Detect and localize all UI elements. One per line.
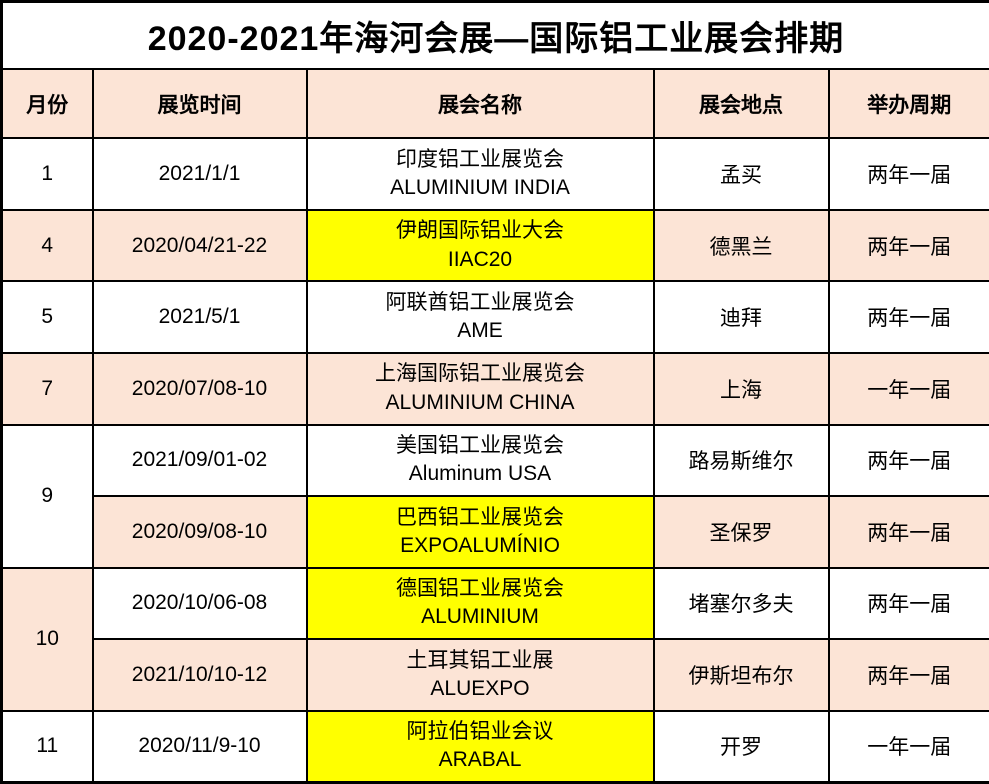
cycle-cell: 两年一届 [827, 495, 989, 569]
location-cell: 孟买 [652, 137, 830, 211]
name-cn: 伊朗国际铝业大会 [396, 219, 564, 243]
name-en: AME [457, 319, 503, 343]
name-cell: 土耳其铝工业展 ALUEXPO [305, 638, 655, 712]
month-cell-merged: 9 [0, 423, 94, 569]
table-row: 11 2020/11/9-10 阿拉伯铝业会议 ARABAL 开罗 一年一届 [0, 709, 989, 784]
header-cell-location: 展会地点 [652, 67, 830, 140]
name-en: ALUMINIUM [421, 605, 539, 629]
name-cell-highlighted: 德国铝工业展览会 ALUMINIUM [305, 566, 655, 641]
name-en: ALUEXPO [430, 677, 530, 701]
table-row: 10 2020/10/06-08 德国铝工业展览会 ALUMINIUM 堵塞尔多… [0, 566, 989, 712]
cycle-cell: 两年一届 [827, 638, 989, 712]
table-row: 5 2021/5/1 阿联酋铝工业展览会 AME 迪拜 两年一届 [0, 280, 989, 355]
header-cell-name: 展会名称 [305, 67, 655, 140]
name-cell-highlighted: 伊朗国际铝业大会 IIAC20 [305, 208, 655, 283]
time-cell: 2020/09/08-10 [91, 495, 308, 569]
name-cn: 阿拉伯铝业会议 [406, 720, 554, 744]
name-cell: 美国铝工业展览会 Aluminum USA [305, 423, 655, 498]
location-cell: 德黑兰 [652, 208, 830, 283]
name-en: ALUMINIUM CHINA [385, 390, 575, 414]
time-cell: 2020/07/08-10 [91, 352, 308, 426]
table-row: 7 2020/07/08-10 上海国际铝工业展览会 ALUMINIUM CHI… [0, 352, 989, 426]
cycle-cell: 两年一届 [827, 137, 989, 211]
cycle-cell: 一年一届 [827, 352, 989, 426]
cycle-cell: 两年一届 [827, 208, 989, 283]
page-title: 2020-2021年海河会展—国际铝工业展会排期 [0, 0, 989, 70]
name-en: ARABAL [438, 748, 522, 772]
name-en: IIAC20 [447, 247, 513, 271]
table-row: 4 2020/04/21-22 伊朗国际铝业大会 IIAC20 德黑兰 两年一届 [0, 208, 989, 283]
month-cell: 5 [0, 280, 94, 355]
name-cn: 德国铝工业展览会 [396, 577, 564, 601]
cycle-cell: 一年一届 [827, 709, 989, 784]
name-cell-highlighted: 阿拉伯铝业会议 ARABAL [305, 709, 655, 784]
name-cn: 美国铝工业展览会 [396, 434, 564, 458]
name-en: Aluminum USA [408, 462, 552, 486]
time-cell: 2020/10/06-08 [91, 566, 308, 641]
table-row: 9 2021/09/01-02 美国铝工业展览会 Aluminum USA 路易… [0, 423, 989, 569]
table-row: 1 2021/1/1 印度铝工业展览会 ALUMINIUM INDIA 孟买 两… [0, 137, 989, 211]
name-cn: 阿联酋铝工业展览会 [385, 290, 575, 314]
header-cell-month: 月份 [0, 67, 94, 140]
month-cell: 7 [0, 352, 94, 426]
name-cell-highlighted: 巴西铝工业展览会 EXPOALUMÍNIO [305, 495, 655, 569]
location-cell: 路易斯维尔 [652, 423, 830, 498]
month-cell: 11 [0, 709, 94, 784]
name-en: ALUMINIUM INDIA [390, 176, 570, 200]
name-cell: 上海国际铝工业展览会 ALUMINIUM CHINA [305, 352, 655, 426]
time-cell: 2020/04/21-22 [91, 208, 308, 283]
header-row: 月份 展览时间 展会名称 展会地点 举办周期 [0, 67, 989, 140]
table-row: 2020/09/08-10 巴西铝工业展览会 EXPOALUMÍNIO 圣保罗 … [2, 495, 989, 569]
header-cell-time: 展览时间 [91, 67, 308, 140]
name-cn: 土耳其铝工业展 [406, 648, 554, 672]
time-cell: 2021/1/1 [91, 137, 308, 211]
cycle-cell: 两年一届 [827, 280, 989, 355]
month-cell-merged: 10 [0, 566, 94, 712]
name-cell: 印度铝工业展览会 ALUMINIUM INDIA [305, 137, 655, 211]
location-cell: 开罗 [652, 709, 830, 784]
time-cell: 2021/09/01-02 [91, 423, 308, 498]
month-cell: 1 [0, 137, 94, 211]
location-cell: 迪拜 [652, 280, 830, 355]
name-cell: 阿联酋铝工业展览会 AME [305, 280, 655, 355]
location-cell: 堵塞尔多夫 [652, 566, 830, 641]
time-cell: 2021/5/1 [91, 280, 308, 355]
location-cell: 上海 [652, 352, 830, 426]
cycle-cell: 两年一届 [827, 423, 989, 498]
time-cell: 2020/11/9-10 [91, 709, 308, 784]
name-cn: 巴西铝工业展览会 [396, 505, 564, 529]
name-cn: 印度铝工业展览会 [396, 147, 564, 171]
header-cell-cycle: 举办周期 [827, 67, 989, 140]
title-row: 2020-2021年海河会展—国际铝工业展会排期 [0, 0, 989, 70]
name-en: EXPOALUMÍNIO [400, 533, 560, 557]
table-row: 2021/10/10-12 土耳其铝工业展 ALUEXPO 伊斯坦布尔 两年一届 [2, 638, 989, 712]
name-cn: 上海国际铝工业展览会 [375, 362, 585, 386]
location-cell: 圣保罗 [652, 495, 830, 569]
cycle-cell: 两年一届 [827, 566, 989, 641]
time-cell: 2021/10/10-12 [91, 638, 308, 712]
location-cell: 伊斯坦布尔 [652, 638, 830, 712]
month-cell: 4 [0, 208, 94, 283]
